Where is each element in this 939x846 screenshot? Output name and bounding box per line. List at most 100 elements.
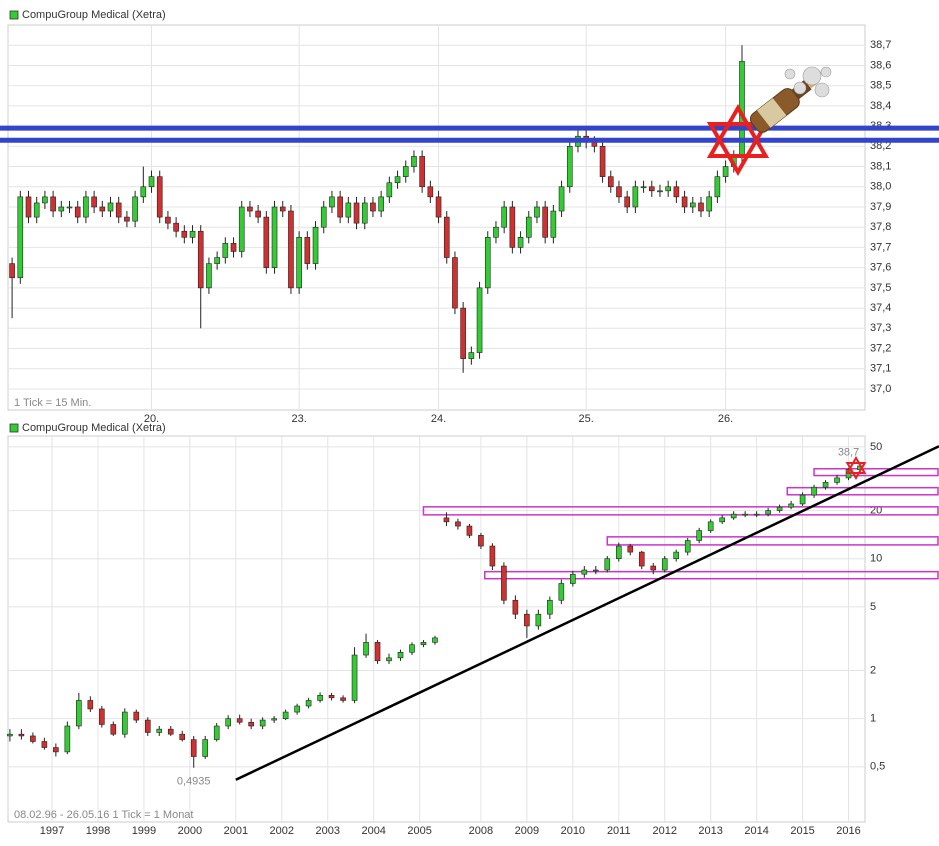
candle-body	[361, 202, 368, 224]
candle-body	[509, 206, 516, 248]
candle-body	[640, 186, 647, 189]
y-tick-label: 2	[870, 664, 876, 676]
candle-body	[665, 186, 671, 192]
y-tick-label: 50	[870, 441, 882, 453]
candle-body	[18, 733, 25, 737]
candle-body	[25, 196, 32, 218]
candle-body	[386, 182, 393, 198]
candle-body	[714, 176, 721, 198]
candle-body	[460, 307, 466, 359]
candle-body	[566, 146, 573, 188]
candle-body	[443, 517, 450, 523]
bottle-label	[757, 98, 787, 128]
candle-body	[282, 711, 289, 719]
candle-body	[124, 216, 130, 222]
y-tick-label: 37,4	[870, 302, 891, 314]
candle-body	[271, 206, 278, 268]
title-icon	[9, 423, 19, 433]
candle-body	[74, 206, 81, 218]
candle-body	[329, 196, 335, 208]
candle-body	[83, 196, 89, 218]
candle-body	[524, 613, 530, 627]
chart-title: CompuGroup Medical (Xetra)	[22, 9, 166, 21]
candle-body	[99, 708, 105, 725]
candle-body	[370, 202, 376, 212]
note: 08.02.96 - 26.05.16 1 Tick = 1 Monat	[14, 809, 193, 821]
candle-body	[236, 718, 243, 723]
candle-body	[288, 210, 294, 289]
candle-body	[684, 540, 691, 553]
candle-body	[558, 583, 565, 601]
candle-body	[197, 230, 204, 289]
candle-body	[351, 654, 358, 701]
candle-body	[624, 196, 630, 208]
y-tick-label: 1	[870, 713, 876, 725]
candle-body	[592, 569, 599, 572]
y-tick-label: 10	[870, 553, 882, 565]
candle-body	[305, 700, 312, 707]
y-tick-label: 5	[870, 601, 876, 613]
candle-body	[525, 216, 532, 238]
candle-body	[222, 243, 229, 258]
candle-body	[443, 216, 450, 258]
candle-body	[698, 202, 704, 212]
foam-bubble	[814, 82, 830, 98]
annotation: 38,7	[838, 447, 859, 459]
foam-bubble	[820, 66, 832, 78]
candle-body	[41, 741, 48, 748]
candle-body	[501, 565, 507, 601]
y-tick-label: 0,5	[870, 761, 885, 773]
candle-body	[238, 206, 245, 252]
decorations	[706, 66, 867, 480]
candle-body	[501, 206, 507, 228]
candle-body	[476, 287, 483, 353]
candle-body	[9, 263, 15, 279]
candle-body	[132, 196, 138, 222]
foam-bubble	[793, 81, 807, 95]
foam-bubble	[802, 66, 822, 86]
candle-body	[33, 202, 40, 218]
candle-body	[650, 565, 657, 571]
candle-body	[615, 545, 622, 560]
candle-body	[133, 711, 140, 721]
star	[845, 456, 867, 474]
candle-body	[76, 700, 82, 727]
x-tick-label: 2001	[224, 825, 248, 837]
candle-body	[394, 176, 401, 184]
x-tick-label: 2009	[515, 825, 539, 837]
x-tick-label: 2015	[790, 825, 814, 837]
candle-body	[87, 700, 94, 710]
candle-body	[455, 521, 461, 527]
candle-body	[753, 513, 760, 516]
x-tick-label: 1999	[132, 825, 156, 837]
candle-body	[661, 558, 668, 571]
candle-body	[822, 482, 829, 488]
candle-body	[110, 724, 117, 735]
candle-body	[144, 719, 151, 733]
candle-body	[7, 733, 13, 737]
candle-body	[30, 735, 36, 742]
candle-body	[484, 237, 491, 289]
chart-title: CompuGroup Medical (Xetra)	[22, 422, 166, 434]
candle-body	[328, 695, 335, 699]
candle-body	[627, 545, 634, 553]
candle-body	[638, 551, 645, 567]
candle-body	[409, 644, 415, 653]
plots: CompuGroup Medical (Xetra) 37,0 37,1 37,2 37…	[0, 9, 939, 837]
candle-body	[107, 202, 114, 212]
y-tick-label: 38,4	[870, 100, 891, 112]
y-tick-label: 38,0	[870, 181, 891, 193]
candle-body	[673, 551, 680, 560]
candle-body	[730, 513, 737, 519]
candle-body	[66, 206, 73, 209]
candle-body	[378, 196, 384, 212]
candle-body	[648, 186, 655, 192]
candle-body	[435, 196, 442, 218]
x-tick-label: 26.	[718, 413, 733, 425]
candle-body	[225, 718, 231, 727]
candle-body	[811, 486, 817, 496]
price-band	[786, 486, 939, 496]
candle-body	[535, 613, 542, 627]
candle-body	[255, 210, 261, 218]
candle-body	[353, 202, 360, 224]
